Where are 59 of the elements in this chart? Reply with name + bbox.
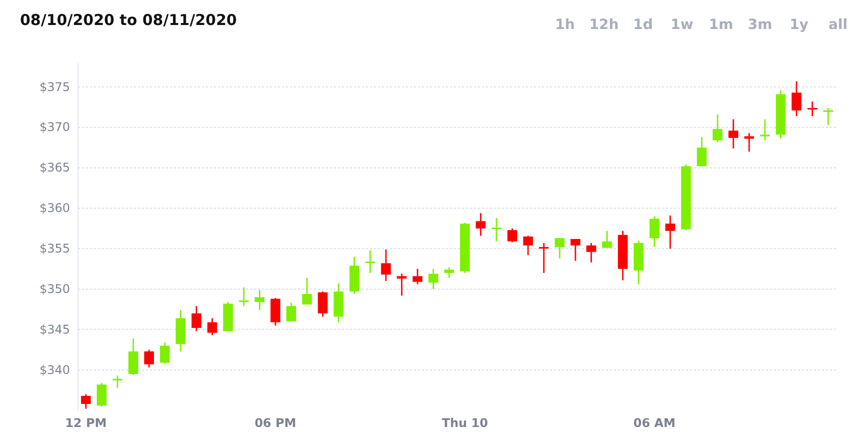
candlestick (396, 273, 407, 296)
candlestick (412, 268, 422, 285)
y-tick-label: $365 (39, 160, 70, 175)
candlestick (523, 235, 533, 256)
candlestick (570, 238, 580, 262)
candlestick (270, 297, 280, 326)
candlestick (144, 349, 154, 368)
y-tick-label: $360 (39, 201, 70, 216)
candlestick (728, 118, 738, 150)
candlestick (823, 107, 833, 126)
candlestick (712, 114, 722, 143)
candlestick (665, 214, 676, 250)
candlestick (650, 216, 660, 248)
candlestick (696, 136, 707, 167)
candlestick (112, 374, 122, 388)
text: 1m (708, 17, 734, 33)
candlestick (476, 212, 486, 236)
candlestick (792, 80, 802, 117)
candlestick (602, 230, 612, 249)
candlestick (492, 217, 502, 242)
candlestick (318, 290, 328, 318)
y-tick-label: $340 (39, 362, 70, 377)
candlestick (507, 228, 518, 243)
candlestick (207, 318, 218, 336)
y-tick-label: $355 (39, 242, 70, 256)
x-tick-label: 12 PM (65, 416, 107, 430)
y-tick-label: $370 (39, 120, 70, 134)
text: 1y (790, 17, 808, 33)
candlestick (381, 248, 391, 282)
candlestick (254, 289, 264, 311)
text: 1d (633, 17, 653, 33)
x-tick-label: Thu 10 (442, 416, 488, 430)
candlestick (807, 100, 818, 117)
text: all (828, 17, 848, 33)
candlestick (238, 286, 249, 307)
candlestick (586, 242, 596, 264)
candlestick (302, 277, 312, 306)
text: 1w (670, 17, 694, 33)
chart-title: 08/10/2020 to 08/11/2020 (20, 11, 237, 29)
x-tick-label: 06 AM (633, 416, 676, 430)
y-tick-label: $345 (39, 322, 70, 336)
candlestick (444, 266, 454, 278)
y-tick-label: $350 (39, 282, 70, 296)
text: 12h (589, 17, 619, 33)
candlestick (96, 382, 107, 408)
x-tick-label: 06 PM (254, 416, 296, 430)
candlestick (538, 242, 549, 274)
candlestick (81, 394, 91, 410)
candlestick (160, 342, 170, 364)
candlestick (760, 118, 770, 142)
candlestick (128, 338, 138, 376)
text: 1h (555, 17, 575, 33)
candlestick (192, 305, 202, 332)
candlestick (554, 237, 565, 260)
candlestick (428, 268, 438, 290)
text: 3m (748, 17, 772, 33)
candlestick (365, 250, 376, 274)
y-tick-label: $375 (39, 80, 70, 94)
candlestick (286, 302, 296, 322)
